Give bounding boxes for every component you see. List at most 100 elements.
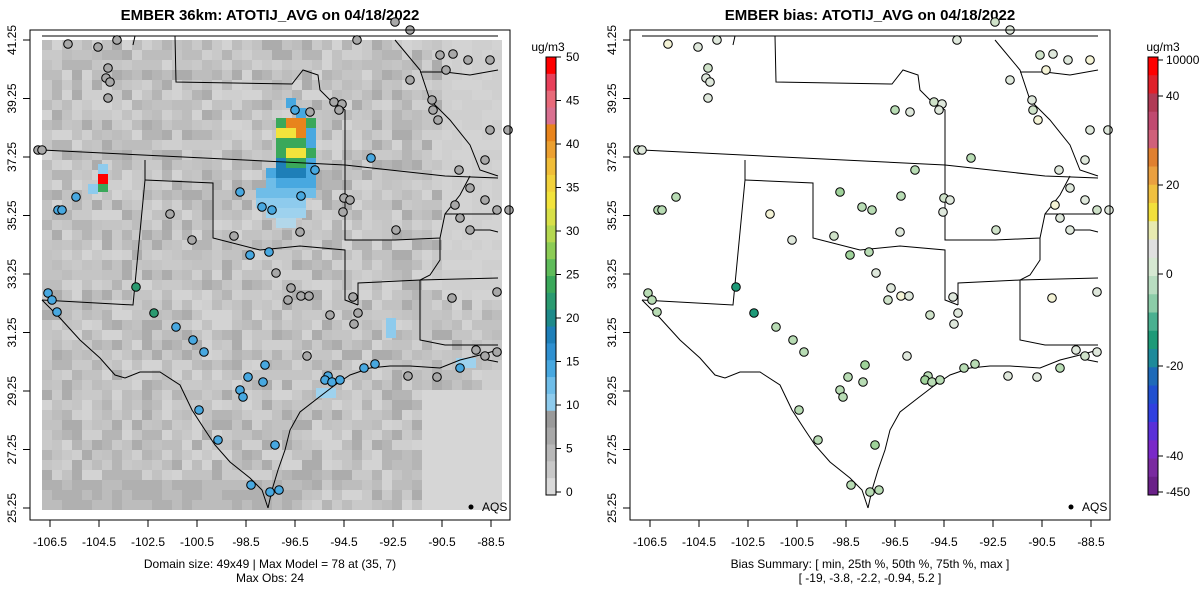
grid-cell: [352, 220, 362, 230]
grid-cell: [112, 460, 122, 470]
grid-cell: [262, 60, 272, 70]
grid-cell: [322, 420, 332, 430]
grid-cell: [82, 150, 92, 160]
grid-cell: [122, 340, 132, 350]
grid-cell: [442, 190, 452, 200]
grid-cell: [322, 130, 332, 140]
grid-cell: [182, 270, 192, 280]
grid-cell: [352, 340, 362, 350]
grid-cell: [302, 100, 312, 110]
grid-cell: [302, 320, 312, 330]
aqs-site-marker: [1048, 49, 1058, 59]
grid-cell: [172, 60, 182, 70]
grid-cell: [402, 100, 412, 110]
grid-cell: [112, 220, 122, 230]
colorbar-segment: [1148, 239, 1158, 259]
grid-cell: [422, 110, 432, 120]
colorbar-segment: [1148, 403, 1158, 423]
grid-cell: [402, 260, 412, 270]
y-tick-label: 41.25: [5, 25, 19, 55]
grid-cell: [52, 200, 62, 210]
grid-cell: [62, 390, 72, 400]
grid-cell: [172, 270, 182, 280]
grid-cell: [242, 170, 252, 180]
grid-cell: [492, 170, 502, 180]
grid-cell: [482, 390, 492, 400]
grid-cell: [412, 60, 422, 70]
grid-cell: [162, 90, 172, 100]
grid-cell: [452, 450, 462, 460]
grid-cell: [272, 80, 282, 90]
grid-cell: [42, 220, 52, 230]
grid-cell: [492, 270, 502, 280]
grid-cell: [262, 330, 272, 340]
grid-cell: [442, 130, 452, 140]
grid-cell: [52, 340, 62, 350]
grid-cell: [82, 60, 92, 70]
grid-cell: [242, 210, 252, 220]
grid-cell: [192, 380, 202, 390]
grid-cell: [272, 450, 282, 460]
grid-cell: [72, 330, 82, 340]
grid-cell: [322, 490, 332, 500]
grid-cell: [132, 330, 142, 340]
grid-cell: [72, 130, 82, 140]
y-tick-label: 31.25: [5, 317, 19, 347]
grid-cell: [152, 420, 162, 430]
grid-cell: [362, 190, 372, 200]
grid-cell: [222, 250, 232, 260]
grid-cell: [162, 80, 172, 90]
grid-cell: [102, 250, 112, 260]
grid-cell: [412, 130, 422, 140]
grid-cell: [392, 290, 402, 300]
grid-cell: [372, 110, 382, 120]
grid-cell: [292, 270, 302, 280]
grid-cell: [52, 40, 62, 50]
grid-cell: [412, 460, 422, 470]
grid-cell: [492, 410, 502, 420]
grid-cell: [62, 100, 72, 110]
grid-cell: [82, 300, 92, 310]
colorbar-segment: [546, 141, 556, 159]
grid-cell: [42, 360, 52, 370]
grid-cell: [162, 260, 172, 270]
grid-cell: [152, 340, 162, 350]
grid-cell: [242, 130, 252, 140]
grid-cell: [132, 50, 142, 60]
grid-cell: [152, 430, 162, 440]
grid-cell: [302, 440, 312, 450]
grid-cell: [122, 440, 132, 450]
grid-cell: [312, 170, 322, 180]
grid-cell: [452, 120, 462, 130]
grid-cell: [472, 390, 482, 400]
grid-cell: [252, 320, 262, 330]
grid-cell: [112, 310, 122, 320]
grid-cell: [92, 430, 102, 440]
grid-cell: [272, 100, 282, 110]
grid-cell: [392, 210, 402, 220]
grid-cell: [42, 370, 52, 380]
grid-cell: [342, 440, 352, 450]
grid-cell: [42, 160, 52, 170]
grid-cell: [302, 470, 312, 480]
grid-cell: [252, 390, 262, 400]
grid-cell: [452, 440, 462, 450]
grid-cell: [322, 260, 332, 270]
grid-cell: [132, 100, 142, 110]
grid-cell: [362, 350, 372, 360]
grid-cell: [92, 130, 102, 140]
grid-cell: [262, 140, 272, 150]
aqs-site-marker: [63, 39, 73, 49]
colorbar-label: 10: [566, 398, 580, 412]
grid-cell: [182, 300, 192, 310]
grid-cell: [292, 490, 302, 500]
aqs-site-marker: [871, 268, 881, 278]
grid-cell: [72, 310, 82, 320]
grid-cell: [122, 290, 132, 300]
grid-cell: [342, 310, 352, 320]
grid-cell: [372, 480, 382, 490]
grid-cell: [162, 400, 172, 410]
grid-cell: [212, 470, 222, 480]
grid-cell: [162, 100, 172, 110]
aqs-site-marker: [480, 155, 490, 165]
